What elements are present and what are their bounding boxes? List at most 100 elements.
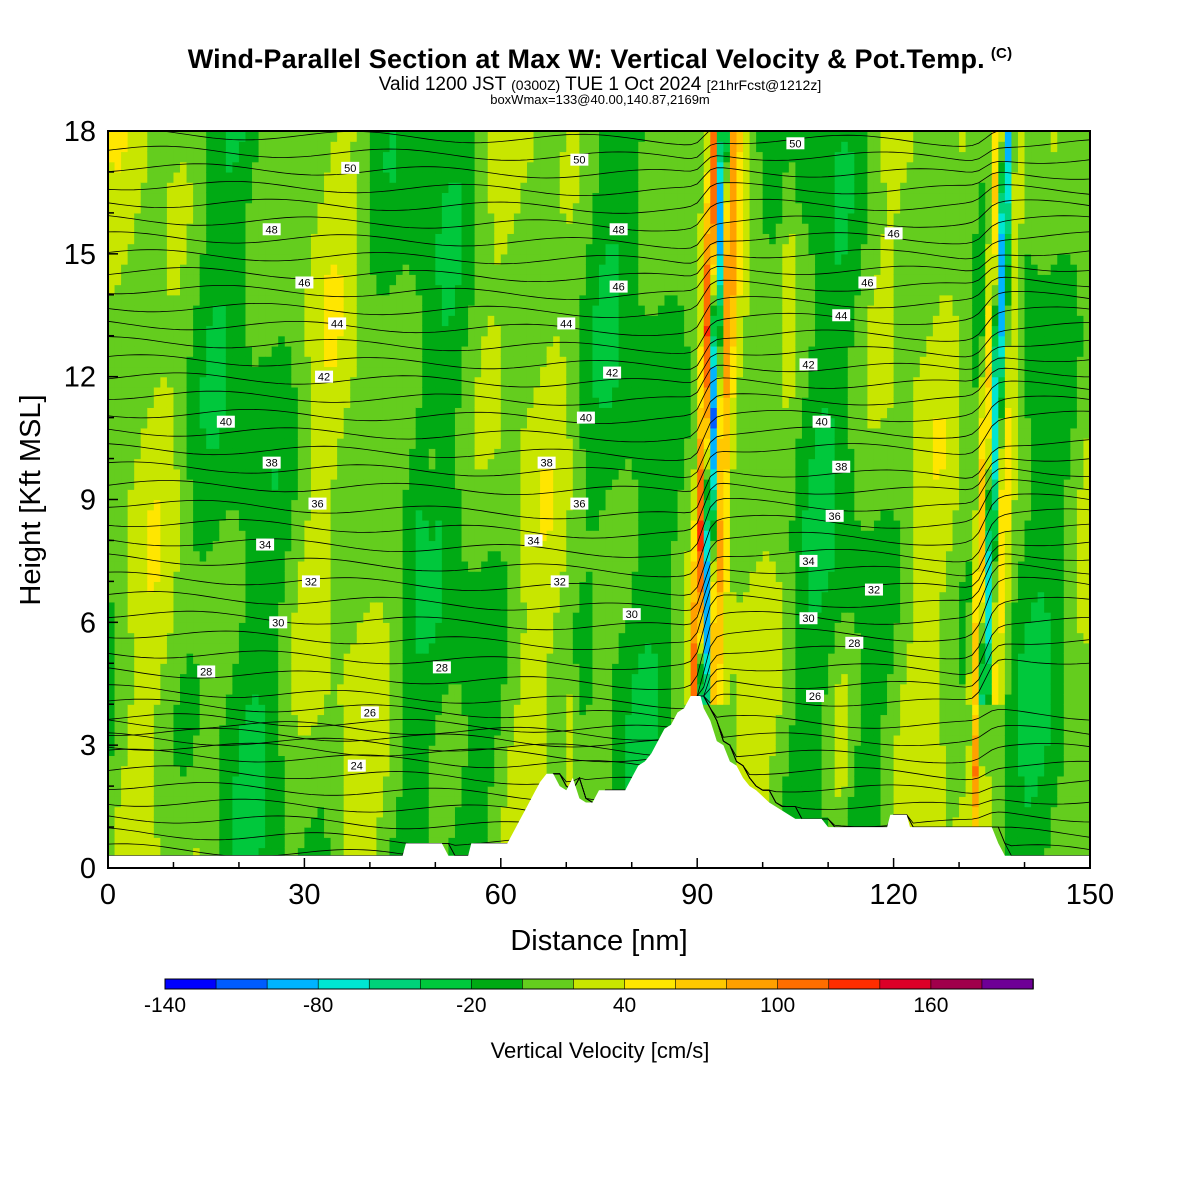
theta-label-box [360, 706, 379, 719]
theta-label: 32 [554, 576, 566, 588]
theta-label-box [537, 456, 556, 469]
colorbar-swatch [368, 978, 422, 990]
theta-contour-line [108, 159, 1090, 196]
theta-label-box [576, 411, 595, 424]
x-tick-label: 60 [485, 879, 517, 911]
colorbar-swatch [573, 978, 626, 990]
theta-label-box [812, 415, 831, 428]
theta-label: 28 [436, 662, 448, 674]
theta-label: 48 [613, 224, 625, 236]
theta-label-box [341, 161, 360, 174]
theta-contour-line [108, 541, 1090, 650]
theta-label: 34 [527, 535, 539, 547]
y-tick-label: 18 [64, 116, 96, 148]
theta-label: 44 [560, 318, 572, 330]
theta-label-box [806, 690, 825, 703]
y-tick-label: 9 [80, 485, 96, 517]
theta-label-box [557, 317, 576, 330]
colorbar-border [164, 978, 1034, 990]
theta-label-box [786, 137, 805, 150]
theta-label-box [269, 616, 288, 629]
theta-label: 46 [887, 228, 899, 240]
x-tick-label: 90 [681, 879, 713, 911]
valid-utc: (0300Z) [511, 77, 561, 93]
theta-label: 50 [573, 155, 585, 167]
theta-label: 28 [848, 638, 860, 650]
theta-contour-line [108, 184, 1090, 232]
theta-label: 24 [351, 761, 363, 773]
theta-contour-line [108, 439, 1090, 520]
theta-label: 38 [266, 458, 278, 470]
theta-label: 46 [613, 282, 625, 294]
theta-label-box [301, 575, 320, 588]
theta-contour-line [108, 380, 1090, 461]
theta-contour-line [108, 576, 1090, 709]
theta-label: 26 [364, 707, 376, 719]
colorbar-swatch [930, 978, 983, 990]
theta-label: 46 [861, 277, 873, 289]
colorbar-swatch [828, 978, 881, 990]
colorbar: -140 -80 -20 40 100 160 [144, 978, 1034, 1017]
theta-label: 50 [789, 138, 801, 150]
x-tick-label: 30 [288, 879, 320, 911]
theta-label: 42 [606, 368, 618, 380]
theta-label: 44 [331, 318, 343, 330]
theta-label: 48 [266, 224, 278, 236]
colorbar-swatch [317, 978, 371, 990]
x-axis-label: Distance [nm] [510, 925, 687, 957]
theta-contour-labels: 50 50 50 48 48 46 46 46 46 44 44 44 42 42 42 40 40 40 38 38… [197, 137, 903, 773]
theta-label: 40 [220, 417, 232, 429]
copyright-mark: (C) [990, 45, 1013, 62]
theta-contour-line [108, 290, 1090, 354]
colorbar-swatch [471, 978, 524, 990]
y-axis-label: Height [Kft MSL] [15, 394, 47, 605]
theta-label-box [550, 575, 569, 588]
theta-label: 38 [835, 462, 847, 474]
theta-label-box [432, 661, 451, 674]
theta-label: 36 [311, 499, 323, 511]
theta-contour-line [108, 139, 1090, 179]
theta-label-box [864, 583, 883, 596]
theta-contour-line [108, 563, 1090, 690]
theta-label-box [295, 276, 314, 289]
theta-contour-line [108, 367, 1090, 443]
theta-contour-line [108, 199, 1090, 249]
theta-label: 40 [580, 413, 592, 425]
theta-label-box [832, 309, 851, 322]
x-tick-label: 150 [1066, 879, 1114, 911]
theta-label: 32 [868, 585, 880, 597]
theta-label-box [570, 497, 589, 510]
theta-label-box [799, 358, 818, 371]
colorbar-swatch [215, 978, 268, 990]
theta-contour-line [108, 339, 1090, 406]
theta-label-box [315, 370, 334, 383]
theta-label-box [347, 759, 366, 772]
theta-contour-line [108, 250, 1090, 301]
theta-label: 42 [318, 372, 330, 384]
chart-title: Wind-Parallel Section at Max W: Vertical… [187, 44, 1013, 74]
theta-label: 30 [272, 617, 284, 629]
theta-label-box [609, 280, 628, 293]
theta-label: 46 [298, 277, 310, 289]
x-tick-label: 120 [869, 879, 917, 911]
theta-contour-line [108, 553, 1090, 670]
theta-label: 44 [835, 310, 847, 322]
theta-label-box [845, 636, 864, 649]
colorbar-label: Vertical Velocity [cm/s] [490, 1038, 710, 1063]
theta-label: 34 [802, 556, 814, 568]
theta-contour-line [108, 639, 1090, 748]
theta-contour-line [108, 596, 1090, 720]
theta-label: 42 [802, 359, 814, 371]
colorbar-tick-label: 160 [913, 994, 948, 1017]
colorbar-swatch [522, 978, 575, 990]
colorbar-tick-label: -20 [456, 994, 486, 1017]
theta-label-box [799, 612, 818, 625]
theta-label: 30 [802, 613, 814, 625]
colorbar-tick-label: 100 [760, 994, 795, 1017]
theta-contour-line [108, 695, 1090, 741]
theta-contour-line [108, 508, 1090, 612]
theta-contour-line [108, 617, 1090, 733]
theta-contour-line [108, 322, 1090, 388]
